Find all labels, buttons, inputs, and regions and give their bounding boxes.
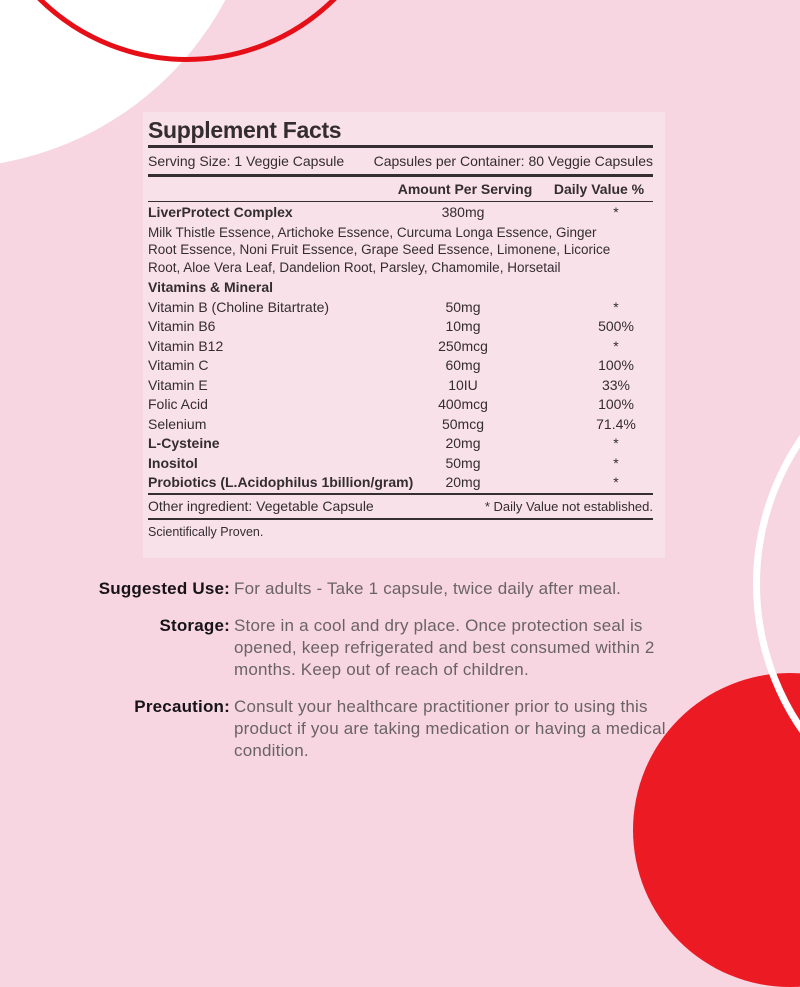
ingredient-row: L-Cysteine 20mg * — [148, 434, 653, 454]
ingredient-amount: 60mg — [445, 357, 481, 373]
ingredient-daily-value: 100% — [598, 396, 634, 412]
divider — [148, 200, 653, 202]
daily-value-header: Daily Value % — [553, 180, 645, 197]
ingredient-daily-value: * — [613, 454, 619, 471]
ingredient-row: Vitamin E 10IU 33% — [148, 376, 653, 396]
scientifically-proven-note: Scientifically Proven. — [148, 525, 264, 539]
ingredient-amount: 10mg — [445, 318, 481, 334]
ingredient-name: Vitamins & Mineral — [148, 279, 274, 295]
divider — [148, 174, 653, 177]
capsules-per-container: Capsules per Container: 80 Veggie Capsul… — [373, 153, 653, 169]
ingredient-name: Vitamin B6 — [148, 318, 216, 334]
ingredient-row: Probiotics (L.Acidophilus 1billion/gram)… — [148, 473, 653, 493]
ingredient-row: Vitamin B6 10mg 500% — [148, 317, 653, 337]
ingredient-daily-value: 500% — [598, 318, 634, 334]
ingredient-daily-value: * — [613, 298, 619, 315]
ingredient-row: Folic Acid 400mcg 100% — [148, 395, 653, 415]
ingredient-amount: 380mg — [441, 204, 485, 220]
ingredient-name: L-Cysteine — [148, 435, 220, 451]
ingredient-amount: 10IU — [448, 376, 478, 393]
ingredient-amount: 20mg — [445, 435, 481, 451]
divider — [148, 145, 653, 148]
ingredient-row: Vitamin B12 250mcg * — [148, 337, 653, 357]
ingredient-row: Selenium 50mcg 71.4% — [148, 415, 653, 435]
ingredient-row: Inositol 50mg * — [148, 454, 653, 474]
ingredient-amount: 400mcg — [438, 396, 488, 412]
info-section: Storage: Store in a cool and dry place. … — [88, 615, 702, 681]
serving-row: Serving Size: 1 Veggie Capsule Capsules … — [148, 148, 653, 174]
ingredient-daily-value: * — [613, 337, 619, 354]
other-ingredient-row: Other ingredient: Vegetable Capsule * Da… — [148, 495, 653, 518]
ingredient-daily-value: 71.4% — [596, 415, 636, 432]
ingredient-amount: 50mg — [445, 298, 481, 315]
ingredient-name: Vitamin B (Choline Bitartrate) — [148, 298, 330, 315]
daily-value-note: * Daily Value not established. — [484, 499, 653, 514]
ingredient-row: Vitamin C 60mg 100% — [148, 356, 653, 376]
info-text: Store in a cool and dry place. Once prot… — [234, 616, 655, 679]
other-ingredient: Other ingredient: Vegetable Capsule — [148, 498, 374, 514]
divider — [148, 492, 653, 495]
info-label: Suggested Use: — [98, 579, 230, 598]
ingredient-name: Selenium — [148, 415, 207, 432]
info-text: For adults - Take 1 capsule, twice daily… — [234, 579, 622, 598]
info-section: Precaution: Consult your healthcare prac… — [88, 696, 702, 762]
ingredient-daily-value: * — [613, 204, 619, 220]
ingredient-name: Inositol — [148, 454, 198, 471]
ingredient-amount: 50mcg — [441, 415, 485, 432]
ingredient-amount: 50mg — [445, 454, 481, 471]
serving-size: Serving Size: 1 Veggie Capsule — [148, 153, 345, 169]
ingredient-daily-value: * — [613, 474, 619, 490]
ingredient-amount: 250mcg — [438, 337, 488, 354]
ingredient-daily-value — [579, 278, 653, 298]
ingredient-name: Vitamin B12 — [148, 337, 224, 354]
ingredient-daily-value: 33% — [601, 376, 631, 393]
info-label: Precaution: — [134, 697, 230, 716]
amount-per-serving-header: Amount Per Serving — [397, 180, 533, 197]
supplement-facts-panel: Supplement Facts Serving Size: 1 Veggie … — [143, 112, 665, 558]
ingredient-row: LiverProtect Complex 380mg * — [148, 203, 653, 223]
info-section: Suggested Use: For adults - Take 1 capsu… — [88, 578, 702, 600]
ingredient-name: LiverProtect Complex — [148, 204, 293, 220]
ingredient-row: Vitamin B (Choline Bitartrate) 50mg * — [148, 298, 653, 318]
divider — [148, 518, 653, 520]
ingredient-daily-value: * — [613, 435, 619, 451]
ingredient-row: Vitamins & Mineral — [148, 278, 653, 298]
ingredient-amount: 20mg — [445, 474, 481, 490]
ingredient-name: Vitamin C — [148, 357, 209, 373]
ingredient-name: Vitamin E — [148, 376, 208, 393]
usage-info: Suggested Use: For adults - Take 1 capsu… — [88, 578, 702, 777]
info-text: Consult your healthcare practitioner pri… — [234, 697, 666, 760]
ingredient-rows: LiverProtect Complex 380mg * Milk Thistl… — [148, 202, 653, 493]
ingredient-name: Folic Acid — [148, 396, 208, 412]
ingredient-amount — [398, 278, 528, 298]
column-header-row: Amount Per Serving Daily Value % — [148, 177, 653, 201]
ingredient-description: Milk Thistle Essence, Artichoke Essence,… — [148, 224, 611, 275]
ingredient-daily-value: 100% — [598, 357, 634, 373]
supplement-facts-title: Supplement Facts — [148, 117, 342, 143]
column-header-spacer — [148, 181, 385, 198]
ingredient-name: Probiotics (L.Acidophilus 1billion/gram) — [148, 474, 414, 490]
info-label: Storage: — [159, 616, 230, 635]
